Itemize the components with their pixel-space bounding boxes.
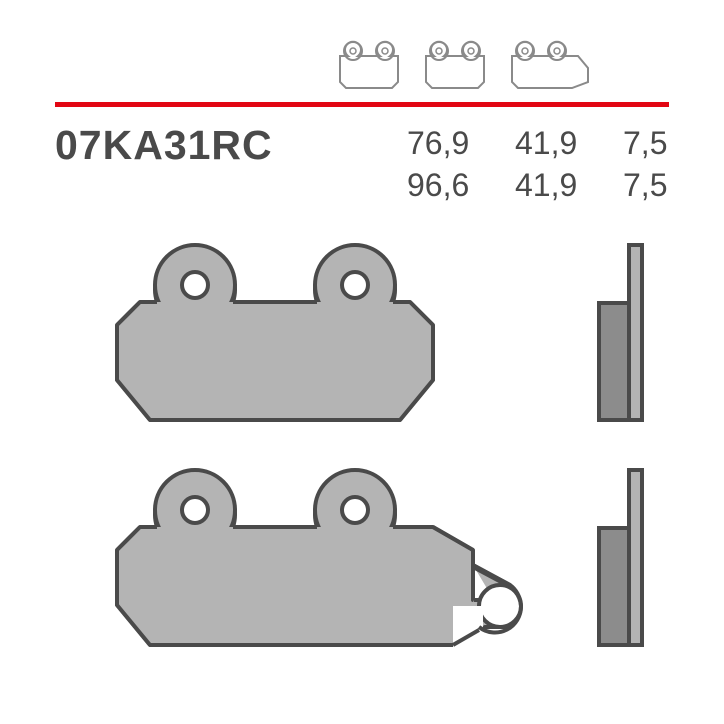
dim-c: 7,5 bbox=[623, 122, 697, 164]
brake-pad-top-side bbox=[599, 245, 642, 420]
dim-b: 41,9 bbox=[515, 164, 589, 206]
pad-icon-1 bbox=[332, 38, 406, 90]
dim-b: 41,9 bbox=[515, 122, 589, 164]
brake-pad-bottom-front bbox=[117, 470, 521, 649]
dim-a: 96,6 bbox=[407, 164, 481, 206]
table-row: 96,6 41,9 7,5 bbox=[407, 164, 697, 206]
technical-drawings bbox=[55, 230, 669, 685]
brake-pad-top-front bbox=[117, 245, 433, 420]
divider-line bbox=[55, 102, 669, 107]
dim-a: 76,9 bbox=[407, 122, 481, 164]
dim-c: 7,5 bbox=[623, 164, 697, 206]
brake-pad-bottom-side bbox=[599, 470, 642, 645]
pad-icon-3 bbox=[504, 38, 596, 90]
header-pad-icons bbox=[332, 38, 596, 90]
dimension-table: 76,9 41,9 7,5 96,6 41,9 7,5 bbox=[407, 122, 697, 206]
table-row: 76,9 41,9 7,5 bbox=[407, 122, 697, 164]
product-code: 07KA31RC bbox=[55, 122, 273, 169]
pad-icon-2 bbox=[418, 38, 492, 90]
